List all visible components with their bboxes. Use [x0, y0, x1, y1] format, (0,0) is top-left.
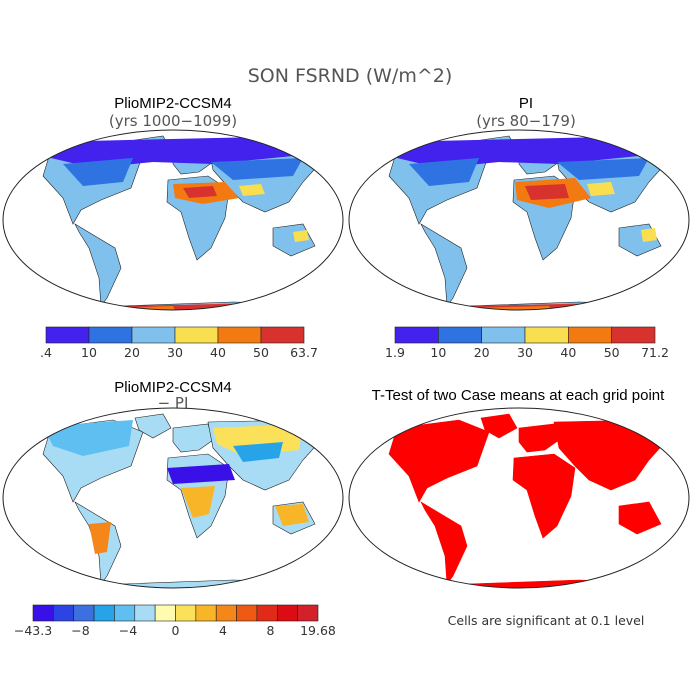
- colorbar-panel-2: 1.9 10 20 30 40 50 71.2: [385, 326, 669, 360]
- colorbar-panel-3: −43.3 −8 −4 0 4 8 19.68: [14, 604, 336, 638]
- colorbar-2-tick-label: 30: [517, 345, 533, 360]
- colorbar-3-tick-label: 8: [267, 623, 275, 638]
- colorbar-3-swatch: [134, 604, 156, 622]
- colorbar-1-tick-label: 20: [124, 345, 140, 360]
- colorbar-1-swatch: [260, 326, 305, 344]
- colorbar-1-tick-label: 30: [167, 345, 183, 360]
- colorbar-3-swatch: [53, 604, 75, 622]
- panel2-subtitle: (yrs 80−179): [476, 112, 576, 130]
- colorbar-3-swatch: [215, 604, 237, 622]
- colorbar-2-swatch: [394, 326, 439, 344]
- colorbar-3-swatch: [297, 604, 319, 622]
- panel1-subtitle: (yrs 1000−1099): [109, 112, 237, 130]
- colorbar-1-tick-label: 50: [253, 345, 269, 360]
- colorbar-2-tick-label: 10: [430, 345, 446, 360]
- colorbar-2-tick-label: 50: [604, 345, 620, 360]
- colorbar-3-tick-label: 4: [219, 623, 227, 638]
- colorbar-3-swatch: [32, 604, 54, 622]
- colorbar-3-swatch: [195, 604, 217, 622]
- colorbar-3-swatch: [236, 604, 258, 622]
- colorbar-1-swatch: [174, 326, 219, 344]
- colorbar-1-swatch: [131, 326, 176, 344]
- colorbar-3-swatch: [93, 604, 115, 622]
- colorbar-3-swatch: [73, 604, 95, 622]
- panel1-title: PlioMIP2-CCSM4: [114, 95, 232, 112]
- colorbar-panel-1: .4 10 20 30 40 50 63.7: [40, 326, 318, 360]
- colorbar-1-swatch: [217, 326, 262, 344]
- colorbar-3-tick-label: −4: [119, 623, 137, 638]
- map-panel-4: [349, 408, 689, 588]
- colorbar-2-swatch: [481, 326, 526, 344]
- colorbar-3-swatch: [256, 604, 278, 622]
- colorbar-3-swatch: [114, 604, 136, 622]
- colorbar-2-swatch: [611, 326, 656, 344]
- colorbar-1-swatch: [88, 326, 133, 344]
- panel3-subtitle: − PI: [158, 394, 189, 412]
- land-desert-core: [183, 186, 217, 198]
- colorbar-1-swatch: [45, 326, 90, 344]
- colorbar-1-tick-label: .4: [40, 345, 52, 360]
- colorbar-2-tick-label: 40: [560, 345, 576, 360]
- panel3-title: PlioMIP2-CCSM4: [114, 379, 232, 396]
- colorbar-1-tick-label: 40: [210, 345, 226, 360]
- colorbar-2-swatch: [568, 326, 612, 344]
- colorbar-3-swatch: [154, 604, 176, 622]
- colorbar-2-tick-label: 1.9: [385, 345, 405, 360]
- colorbar-2-tick-label: 20: [474, 345, 490, 360]
- map-panel-2: [349, 130, 689, 310]
- colorbar-3-tick-label: 0: [172, 623, 180, 638]
- colorbar-3-swatch: [276, 604, 298, 622]
- colorbar-1-tick-label: 10: [81, 345, 97, 360]
- land-yellow: [239, 184, 309, 242]
- colorbar-3-tick-label: 19.68: [300, 623, 336, 638]
- colorbar-2-swatch: [438, 326, 482, 344]
- ttest-note: Cells are significant at 0.1 level: [448, 613, 645, 628]
- panel4-title: T-Test of two Case means at each grid po…: [372, 387, 665, 404]
- colorbar-2-tick-label: 71.2: [641, 345, 669, 360]
- land-midlat: [63, 158, 303, 186]
- colorbar-1-tick-label: 63.7: [290, 345, 318, 360]
- figure-title: SON FSRND (W/m^2): [248, 65, 453, 87]
- map-panel-1: [3, 130, 343, 310]
- colorbar-3-swatch: [175, 604, 197, 622]
- colorbar-3-tick-label: −43.3: [14, 623, 52, 638]
- panel2-title: PI: [519, 95, 533, 112]
- colorbar-2-swatch: [524, 326, 569, 344]
- map-panel-3: [3, 408, 343, 588]
- colorbar-3-tick-label: −8: [71, 623, 89, 638]
